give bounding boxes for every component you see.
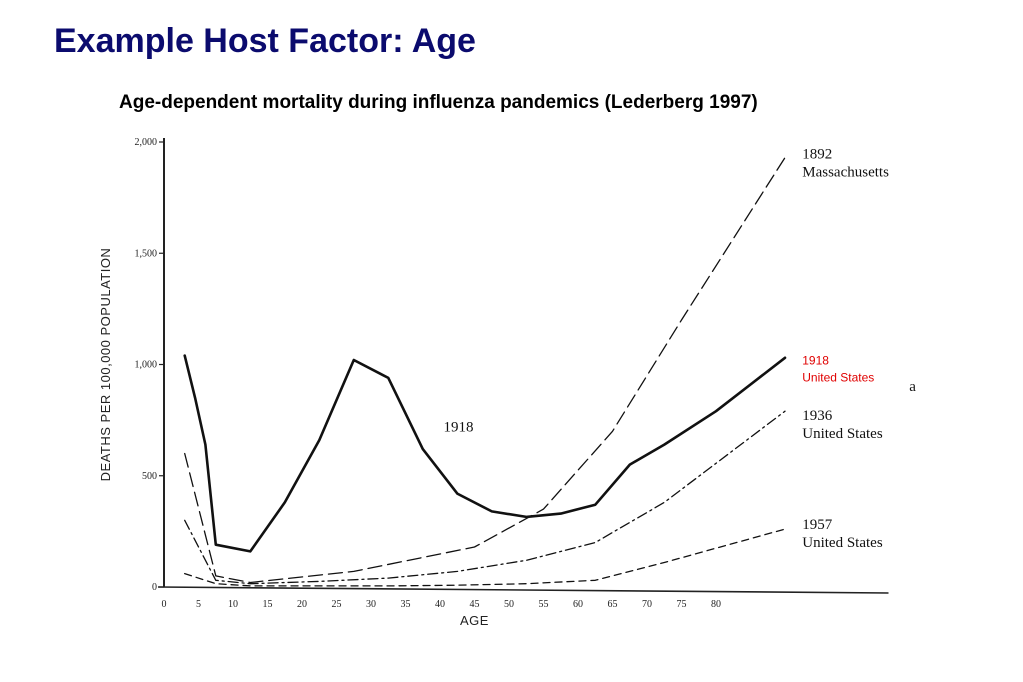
annotation-label: a (909, 379, 916, 395)
x-tick-label: 0 (162, 599, 167, 610)
x-tick-label: 50 (504, 599, 514, 610)
series-line-1 (184, 156, 786, 584)
series-label-line2: United States (802, 535, 883, 551)
x-tick-label: 25 (332, 599, 342, 610)
x-tick-label: 60 (573, 599, 583, 610)
y-tick-label: 2,000 (135, 137, 158, 148)
y-tick-label: 1,500 (135, 248, 158, 259)
series-label-line2: United States (802, 371, 874, 385)
series-line-4 (184, 528, 786, 587)
y-tick-label: 500 (142, 471, 157, 482)
x-tick-label: 5 (196, 599, 201, 610)
x-tick-label: 45 (470, 599, 480, 610)
x-axis-line (157, 586, 889, 594)
x-tick-label: 15 (263, 599, 273, 610)
series-label-line1: 1936 (802, 408, 833, 424)
chart-series (183, 156, 787, 587)
x-tick-label: 30 (366, 599, 376, 610)
x-tick-label: 10 (228, 599, 238, 610)
chart-labels: 1918 a 1892 Massachusetts 1918 United States 1… (443, 147, 916, 551)
x-tick-label: 55 (539, 599, 549, 610)
series-label-line1: 1957 (802, 517, 833, 533)
series-label-line1: 1918 (802, 354, 829, 368)
y-axis-label: DEATHS PER 100,000 POPULATION (98, 248, 113, 482)
slide-subtitle: Age-dependent mortality during influenza… (119, 92, 758, 113)
x-tick-label: 40 (435, 599, 445, 610)
series-label-line2: Massachusetts (802, 165, 889, 181)
x-tick-label: 70 (642, 599, 652, 610)
series-line-3 (184, 410, 786, 585)
x-tick-label: 80 (711, 599, 721, 610)
annotation-label: 1918 (443, 419, 473, 435)
x-tick-label: 35 (401, 599, 411, 610)
series-label-line1: 1892 (802, 147, 832, 163)
x-tick-label: 65 (608, 599, 618, 610)
series-line-2 (183, 354, 787, 553)
slide-title: Example Host Factor: Age (54, 22, 476, 60)
y-tick-label: 1,000 (135, 360, 158, 371)
x-tick-label: 75 (677, 599, 687, 610)
x-tick-label: 20 (297, 599, 307, 610)
y-tick-label: 0 (152, 582, 157, 593)
series-label-line2: United States (802, 426, 883, 442)
chart-axes: 0 500 1,000 1,500 2,000 0 5 10 15 20 25 30 35 40 45 50 5… (135, 137, 889, 610)
x-axis-label: AGE (460, 613, 489, 628)
